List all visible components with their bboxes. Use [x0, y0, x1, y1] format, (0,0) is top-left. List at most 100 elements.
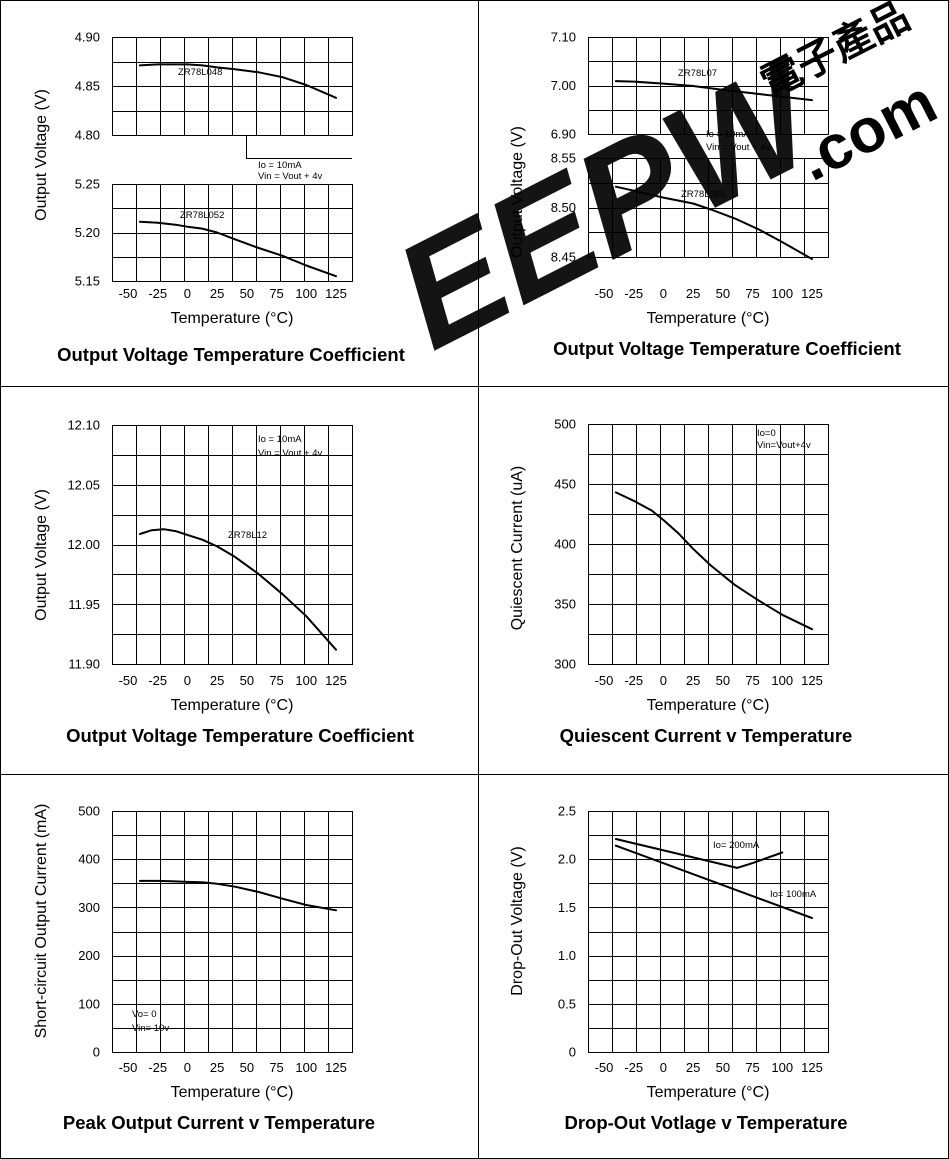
- x-tick-label: 50: [240, 1060, 254, 1075]
- x-tick-label: 25: [686, 673, 700, 688]
- y-tick-label: 5.20: [75, 225, 100, 240]
- x-axis-label: Temperature (°C): [171, 697, 294, 714]
- chart-3: 12.10 12.05 12.00 11.95 11.90 ZR78L12 Io = 10m…: [33, 418, 414, 747]
- x-tick-label: 125: [801, 1060, 823, 1075]
- x-tick-label: 25: [210, 1060, 224, 1075]
- y-tick-label: 1.5: [558, 900, 576, 915]
- x-tick-label: -25: [148, 673, 167, 688]
- y-tick-label: 12.00: [67, 537, 100, 552]
- x-tick-label: 50: [716, 286, 730, 301]
- y-axis-label: Output Voltage (V): [33, 89, 50, 221]
- x-tick-label: -50: [119, 1060, 138, 1075]
- chart-title: Quiescent Current v Temperature: [560, 725, 853, 746]
- x-tick-label: 125: [801, 673, 823, 688]
- y-tick-label: 200: [78, 948, 100, 963]
- chart-title: Output Voltage Temperature Coefficient: [57, 344, 405, 365]
- x-axis-label: Temperature (°C): [647, 697, 770, 714]
- x-tick-label: 100: [771, 673, 793, 688]
- series-line: [614, 80, 813, 102]
- series-line: [138, 528, 337, 651]
- series-line: [614, 491, 813, 631]
- condition-annotation: Io = 10mA: [258, 434, 302, 445]
- x-tick-label: 75: [269, 673, 283, 688]
- y-tick-label: 1.0: [558, 948, 576, 963]
- chart-title: Output Voltage Temperature Coefficient: [553, 338, 901, 359]
- x-tick-label: 50: [240, 673, 254, 688]
- condition-annotation: Io = 10mA: [258, 160, 302, 171]
- y-tick-label: 8.55: [551, 151, 576, 166]
- y-tick-label: 400: [554, 537, 576, 552]
- x-tick-label: 0: [184, 673, 191, 688]
- y-tick-label: 0: [569, 1045, 576, 1060]
- y-tick-label: 12.05: [67, 477, 100, 492]
- series-label: ZR78L085: [681, 189, 725, 200]
- y-tick-label: 11.90: [68, 657, 100, 672]
- x-tick-label: 0: [184, 1060, 191, 1075]
- y-tick-label: 4.85: [75, 79, 100, 94]
- series-line: [614, 185, 813, 260]
- y-tick-label: 7.10: [551, 30, 576, 45]
- x-axis-label: Temperature (°C): [171, 1084, 294, 1101]
- y-tick-label: 12.10: [67, 418, 100, 433]
- y-tick-label: 8.50: [551, 200, 576, 215]
- series-label: ZR78L12: [228, 530, 267, 541]
- y-tick-label: 500: [554, 417, 576, 432]
- condition-annotation: Vin = Vout + 4v: [258, 448, 323, 459]
- x-tick-label: 0: [660, 673, 667, 688]
- y-tick-label: 8.45: [551, 250, 576, 265]
- chart-6: 2.5 2.0 1.5 1.0 0.5 0 Io= 200mA Io= 100mA -50 -25…: [509, 804, 848, 1134]
- x-tick-label: -50: [595, 1060, 614, 1075]
- x-tick-label: 25: [210, 286, 224, 301]
- plot-grid: [112, 425, 353, 665]
- x-tick-label: 100: [771, 1060, 793, 1075]
- x-tick-label: 100: [771, 286, 793, 301]
- x-axis-label: Temperature (°C): [171, 310, 294, 327]
- series-line: [614, 844, 813, 919]
- x-tick-label: 0: [660, 1060, 667, 1075]
- chart-2: 7.10 7.00 6.90 8.55 8.50 8.45 ZR78L07 ZR78L085 I…: [509, 30, 901, 360]
- x-tick-label: -50: [119, 673, 138, 688]
- y-tick-label: 400: [78, 852, 100, 867]
- y-tick-label: 100: [78, 996, 100, 1011]
- x-tick-label: 50: [716, 1060, 730, 1075]
- plot-grid: [588, 424, 829, 665]
- chart-1: 4.90 4.85 4.80 5.25 5.20 5.15 ZR78L048 ZR78L052…: [33, 30, 405, 366]
- x-tick-label: 125: [325, 673, 347, 688]
- x-tick-label: -25: [148, 286, 167, 301]
- x-tick-label: 75: [745, 673, 759, 688]
- x-tick-label: -25: [148, 1060, 167, 1075]
- plot-grid: [112, 184, 353, 282]
- y-axis-label: Output Voltage (V): [509, 126, 526, 258]
- y-tick-label: 2.0: [558, 852, 576, 867]
- chart-title: Drop-Out Votlage v Temperature: [564, 1112, 847, 1133]
- series-line: [138, 220, 337, 278]
- series-line: [138, 879, 337, 912]
- x-tick-label: -50: [595, 673, 614, 688]
- series-label: ZR78L052: [180, 210, 224, 221]
- x-tick-label: 125: [325, 1060, 347, 1075]
- x-tick-label: 125: [801, 286, 823, 301]
- condition-annotation: Io = 10mA: [706, 129, 750, 140]
- x-tick-label: 0: [184, 286, 191, 301]
- condition-annotation: Vin = Vout + 4v: [258, 171, 323, 182]
- y-tick-label: 4.90: [75, 30, 100, 45]
- plot-grid: [588, 811, 829, 1053]
- y-axis-label: Short-circuit Output Current (mA): [33, 804, 50, 1039]
- series-label: Io= 100mA: [770, 889, 817, 900]
- condition-annotation: Io=0: [757, 428, 776, 439]
- y-tick-label: 350: [554, 597, 576, 612]
- x-tick-label: -50: [595, 286, 614, 301]
- x-tick-label: -25: [624, 673, 643, 688]
- y-tick-label: 0.5: [558, 996, 576, 1011]
- x-tick-label: 25: [686, 1060, 700, 1075]
- chart-title: Peak Output Current v Temperature: [63, 1112, 375, 1133]
- series-line: [138, 63, 337, 99]
- y-tick-label: 2.5: [558, 804, 576, 819]
- y-tick-label: 300: [78, 900, 100, 915]
- x-tick-label: 0: [660, 286, 667, 301]
- series-label: ZR78L07: [678, 68, 717, 79]
- x-tick-label: 25: [210, 673, 224, 688]
- y-tick-label: 11.95: [68, 597, 100, 612]
